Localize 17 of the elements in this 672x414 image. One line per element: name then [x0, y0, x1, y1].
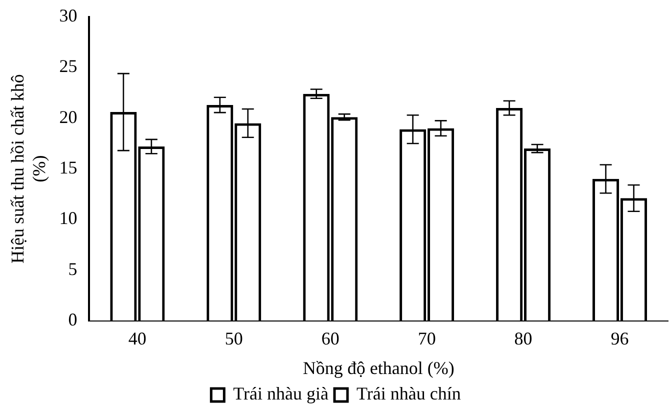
y-tick-label: 20	[59, 106, 78, 127]
x-axis-title: Nồng độ ethanol (%)	[302, 358, 454, 378]
x-tick-label: 70	[418, 328, 436, 348]
y-tick-label: 30	[59, 6, 78, 26]
x-tick-label: 96	[610, 328, 629, 348]
legend-label: Trái nhàu già	[233, 384, 329, 404]
y-tick-label: 0	[68, 310, 78, 330]
x-tick-label: 50	[224, 328, 243, 348]
y-tick-label: 25	[59, 56, 78, 76]
x-tick-label: 80	[514, 328, 532, 348]
legend-label: Trái nhàu chín	[356, 384, 461, 404]
x-tick-label: 60	[321, 328, 340, 348]
y-tick-label: 15	[59, 158, 78, 178]
y-tick-label: 5	[68, 258, 78, 279]
y-tick-label: 10	[59, 208, 78, 228]
y-axis-title: Hiệu suất thu hồi chất khô (%)	[8, 74, 50, 264]
x-tick-label: 40	[128, 328, 146, 348]
